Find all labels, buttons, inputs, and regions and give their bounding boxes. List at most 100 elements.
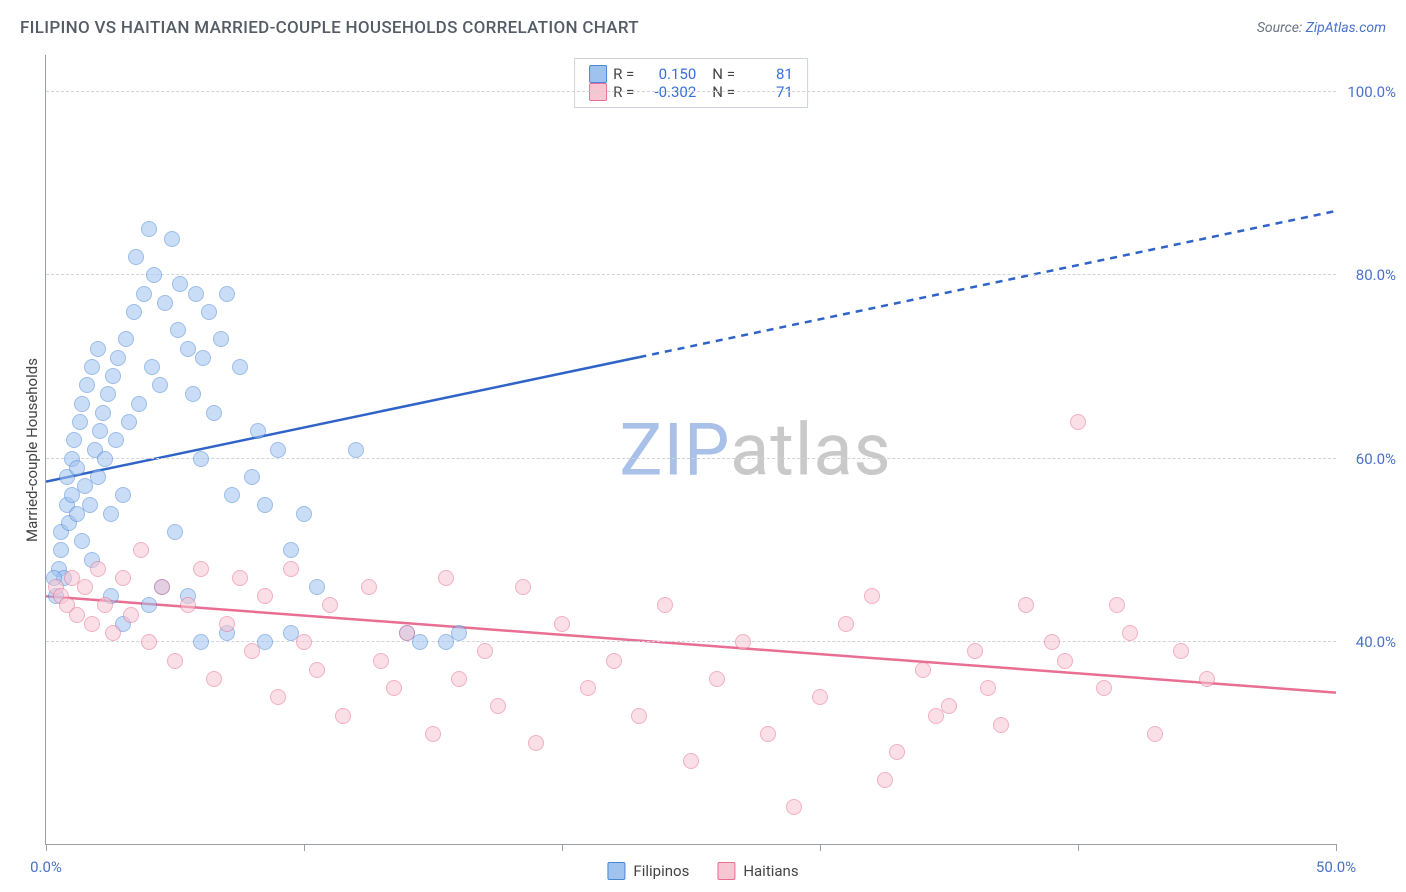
data-point	[146, 267, 162, 283]
data-point	[877, 772, 893, 788]
legend-r-label: R =	[613, 83, 634, 101]
source-label: Source:	[1257, 20, 1302, 36]
data-point	[361, 579, 377, 595]
x-tick	[1336, 844, 1337, 851]
watermark: ZIPatlas	[619, 407, 891, 492]
data-point	[412, 634, 428, 650]
legend-swatch-filipinos	[589, 65, 607, 83]
data-point	[786, 799, 802, 815]
y-tick-label: 100.0%	[1347, 83, 1396, 101]
x-tick-label: 50.0%	[1316, 858, 1356, 876]
data-point	[100, 386, 116, 402]
data-point	[105, 625, 121, 641]
data-point	[92, 423, 108, 439]
data-point	[373, 653, 389, 669]
data-point	[105, 368, 121, 384]
data-point	[206, 671, 222, 687]
data-point	[213, 331, 229, 347]
data-point	[164, 231, 180, 247]
data-point	[244, 643, 260, 659]
data-point	[144, 359, 160, 375]
data-point	[108, 432, 124, 448]
data-point	[709, 671, 725, 687]
legend-n-value-haitians: 71	[741, 83, 793, 101]
data-point	[69, 460, 85, 476]
data-point	[133, 542, 149, 558]
data-point	[128, 249, 144, 265]
data-point	[1018, 597, 1034, 613]
x-tick	[1078, 844, 1079, 851]
data-point	[69, 607, 85, 623]
data-point	[74, 396, 90, 412]
correlation-legend: R = 0.150 N = 81 R = -0.302 N = 71	[574, 58, 808, 108]
data-point	[309, 662, 325, 678]
trend-lines-layer	[46, 55, 1336, 844]
data-point	[438, 570, 454, 586]
data-point	[1096, 680, 1112, 696]
data-point	[172, 276, 188, 292]
data-point	[257, 588, 273, 604]
data-point	[580, 680, 596, 696]
data-point	[84, 616, 100, 632]
y-tick-label: 80.0%	[1356, 266, 1396, 284]
data-point	[118, 331, 134, 347]
data-point	[386, 680, 402, 696]
legend-r-value-haitians: -0.302	[644, 83, 696, 101]
y-tick-label: 40.0%	[1356, 633, 1396, 651]
x-tick-label: 0.0%	[30, 858, 62, 876]
data-point	[864, 588, 880, 604]
data-point	[74, 533, 90, 549]
data-point	[180, 341, 196, 357]
data-point	[812, 689, 828, 705]
data-point	[1070, 414, 1086, 430]
data-point	[206, 405, 222, 421]
series-label-haitians: Haitians	[743, 862, 798, 880]
data-point	[53, 542, 69, 558]
data-point	[110, 350, 126, 366]
data-point	[136, 286, 152, 302]
data-point	[97, 597, 113, 613]
gridline-h	[46, 91, 1336, 92]
data-point	[1122, 625, 1138, 641]
gridline-h	[46, 641, 1336, 642]
data-point	[90, 561, 106, 577]
data-point	[141, 597, 157, 613]
data-point	[72, 414, 88, 430]
data-point	[515, 579, 531, 595]
data-point	[115, 487, 131, 503]
data-point	[82, 497, 98, 513]
data-point	[928, 708, 944, 724]
data-point	[185, 386, 201, 402]
data-point	[335, 708, 351, 724]
data-point	[95, 405, 111, 421]
legend-n-value-filipinos: 81	[741, 65, 793, 83]
data-point	[309, 579, 325, 595]
data-point	[993, 717, 1009, 733]
data-point	[141, 634, 157, 650]
data-point	[270, 442, 286, 458]
data-point	[90, 469, 106, 485]
data-point	[193, 634, 209, 650]
watermark-atlas: atlas	[730, 407, 892, 492]
watermark-zip: ZIP	[619, 407, 730, 492]
data-point	[451, 625, 467, 641]
data-point	[1199, 671, 1215, 687]
header-bar: FILIPINO VS HAITIAN MARRIED-COUPLE HOUSE…	[20, 18, 1386, 38]
data-point	[1173, 643, 1189, 659]
y-tick-label: 60.0%	[1356, 450, 1396, 468]
data-point	[425, 726, 441, 742]
data-point	[79, 377, 95, 393]
series-label-filipinos: Filipinos	[633, 862, 689, 880]
source-link[interactable]: ZipAtlas.com	[1306, 20, 1386, 36]
series-swatch-haitians	[717, 862, 735, 880]
data-point	[195, 350, 211, 366]
data-point	[657, 597, 673, 613]
chart-container: FILIPINO VS HAITIAN MARRIED-COUPLE HOUSE…	[0, 0, 1406, 892]
data-point	[201, 304, 217, 320]
data-point	[123, 607, 139, 623]
data-point	[232, 359, 248, 375]
data-point	[219, 286, 235, 302]
data-point	[283, 561, 299, 577]
data-point	[170, 322, 186, 338]
legend-r-value-filipinos: 0.150	[644, 65, 696, 83]
